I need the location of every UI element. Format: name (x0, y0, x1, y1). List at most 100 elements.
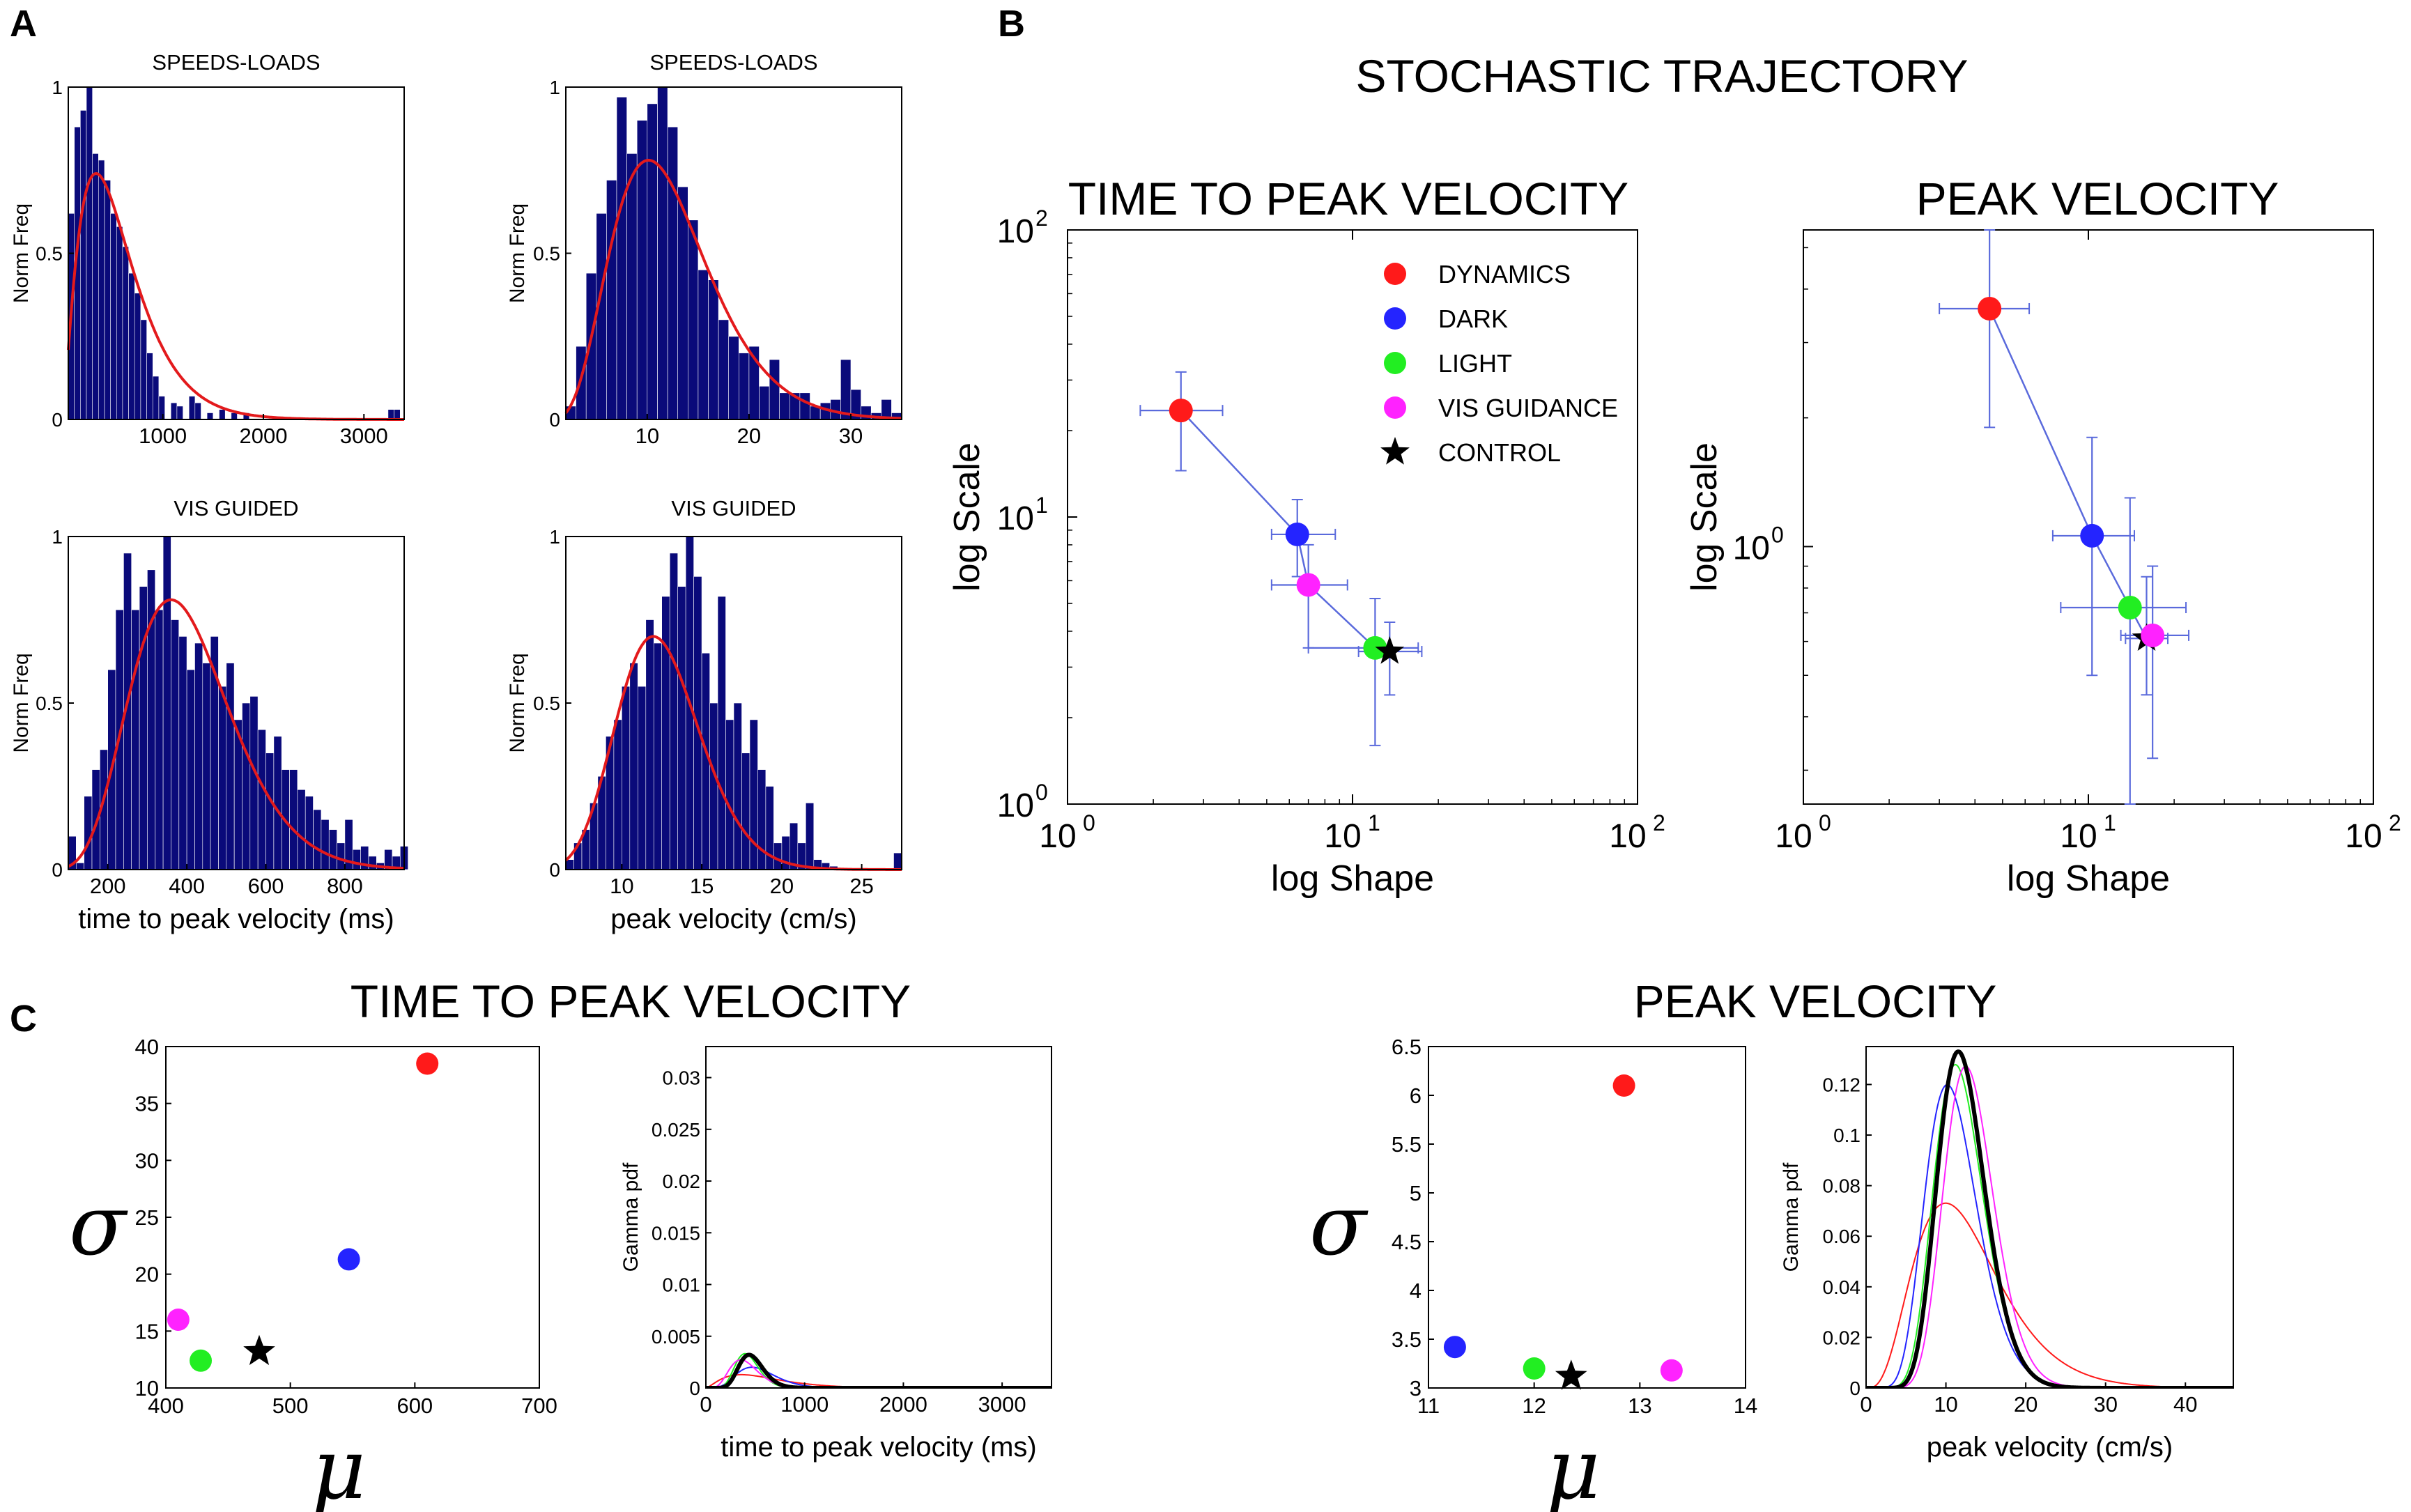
y-tick-label: 0 (52, 409, 63, 431)
histogram-bar (698, 270, 709, 420)
x-tick-exponent: 2 (2389, 810, 2401, 835)
y-tick-label: 0 (1849, 1378, 1861, 1399)
histogram-bar (779, 392, 790, 420)
x-tick-label: 10 (1039, 818, 1076, 855)
histogram-bar (194, 642, 203, 870)
histogram-bar (131, 609, 140, 870)
histogram-bar (717, 596, 726, 870)
histogram-bar (661, 596, 670, 870)
x-tick-label: 10 (2060, 818, 2097, 855)
pdf-curve-vis-guidance (706, 1359, 1052, 1388)
x-tick-exponent: 1 (2104, 810, 2116, 835)
y-tick-label: 10 (135, 1376, 159, 1401)
error-bar-vis-guidance (2120, 565, 2190, 759)
x-tick-label: 25 (849, 874, 873, 898)
histogram-bar (134, 293, 141, 420)
legend-circle-marker (1384, 396, 1406, 419)
histogram-bar (394, 409, 401, 420)
plot-frame (1803, 229, 2374, 805)
chart-title: VIS GUIDED (671, 496, 796, 520)
y-tick-label: 6 (1410, 1083, 1422, 1108)
y-tick-label: 0.02 (1823, 1327, 1861, 1348)
histogram-bar (80, 110, 87, 420)
histogram-bar (176, 406, 183, 420)
histogram-bar (769, 359, 780, 420)
histogram-bar (368, 856, 377, 870)
point-dark (337, 1248, 360, 1271)
histogram-bar (188, 396, 196, 420)
point-light (190, 1349, 213, 1372)
point-vis-guidance (2141, 623, 2165, 647)
histogram-bar (387, 409, 394, 420)
histogram-bar (337, 842, 346, 870)
y-tick-label: 10 (997, 787, 1034, 824)
histogram-bar (893, 852, 902, 870)
histogram-bar (218, 686, 227, 870)
histogram-bar (708, 279, 719, 420)
histogram-bar (171, 619, 179, 870)
y-tick-label: 0.12 (1823, 1074, 1861, 1095)
point-dynamics (1612, 1074, 1635, 1097)
pdf-curve-dark (706, 1366, 1052, 1388)
point-vis-guidance (1660, 1359, 1683, 1382)
point-vis-guidance (167, 1309, 190, 1331)
plot-frame (165, 1046, 540, 1389)
histogram-bar (653, 642, 663, 870)
histogram-bar (626, 153, 638, 420)
histogram-bar (585, 272, 597, 420)
histogram-bar (773, 842, 783, 870)
mu-sigma-time: 400 500 600 700 10 15 20 25 30 35 40 σ μ (69, 1035, 557, 1512)
legend-circle-marker (1384, 263, 1406, 285)
x-tick-label: 2000 (879, 1392, 927, 1417)
chart-title: PEAK VELOCITY (1916, 173, 2279, 224)
y-axis-label: Norm Freq (10, 653, 33, 753)
error-bar-dark (2051, 436, 2135, 677)
histogram-bar (219, 409, 226, 420)
histogram-bar (757, 769, 767, 870)
histogram-bar (289, 769, 298, 870)
y-axis-label: Norm Freq (506, 203, 529, 303)
y-tick-label: 0.5 (533, 243, 560, 265)
histogram-bar (718, 319, 729, 420)
histogram-bar (352, 849, 361, 870)
pdf-curve-vis-guidance (1866, 1065, 2233, 1388)
error-bar-light (1307, 598, 1419, 746)
x-tick-label: 800 (327, 874, 363, 898)
pdf-curve-control (706, 1352, 1052, 1388)
legend-label: CONTROL (1438, 438, 1561, 467)
pdf-curves (1866, 1049, 2233, 1388)
histogram-bar (297, 789, 306, 870)
y-tick-label: 4.5 (1392, 1230, 1422, 1254)
histogram-bar (305, 796, 314, 870)
x-tick-label: 1000 (139, 424, 187, 448)
y-tick-label: 0.5 (36, 243, 63, 265)
histogram-bar (92, 153, 99, 420)
histogram-bar (741, 753, 750, 870)
histogram-bar (321, 819, 330, 870)
legend-star-marker (1380, 437, 1410, 465)
y-tick-label: 40 (135, 1035, 159, 1059)
histogram-bar (202, 663, 211, 870)
y-tick-exponent: 2 (1035, 206, 1048, 231)
x-tick-label: 10 (1934, 1392, 1957, 1417)
y-axis-label-sigma: σ (1309, 1178, 1369, 1274)
y-tick-label: 0.015 (652, 1222, 700, 1244)
x-axis-label-mu: μ (1546, 1421, 1601, 1512)
plot-frame (1865, 1046, 2234, 1389)
histogram-bar (231, 412, 238, 420)
histogram-bar (146, 353, 153, 420)
point-dynamics (1169, 399, 1193, 423)
x-tick-label: 500 (272, 1394, 309, 1418)
histogram-bar (725, 719, 734, 870)
histogram-bar (158, 396, 165, 420)
y-tick-exponent: 1 (1035, 493, 1048, 518)
y-tick-label: 3.5 (1392, 1327, 1422, 1352)
y-tick-label: 0.005 (652, 1326, 700, 1348)
plot-frame (1428, 1046, 1746, 1389)
point-control (1375, 636, 1405, 664)
x-tick-label: 400 (169, 874, 205, 898)
y-tick-label: 0.5 (533, 693, 560, 714)
y-tick-label: 30 (135, 1148, 159, 1173)
